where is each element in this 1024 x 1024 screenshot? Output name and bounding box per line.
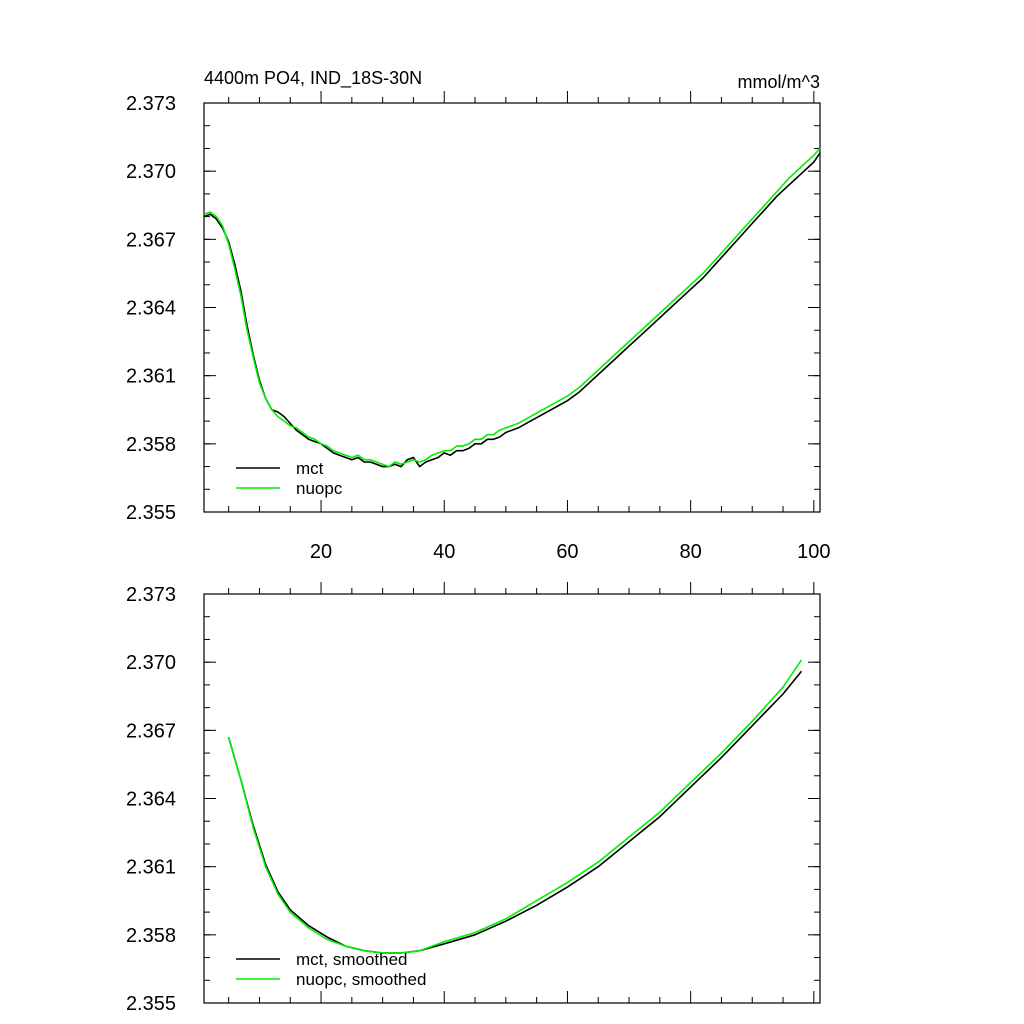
series-line-nuopc (203, 147, 821, 468)
y-tick-label: 2.364 (126, 789, 176, 811)
legend-label: nuopc, smoothed (296, 970, 426, 989)
legend-label: mct (296, 459, 324, 478)
x-tick-label: 80 (680, 541, 702, 563)
y-tick-label: 2.361 (126, 366, 176, 388)
x-tick-label: 60 (556, 541, 578, 563)
y-tick-label: 2.373 (126, 584, 176, 606)
series-line-mct-smoothed (227, 670, 803, 954)
top-panel-raw: 2.355 2.358 2.361 2.364 2.367 2.370 2.373 20 40 6… (126, 91, 831, 563)
y-tick-label: 2.367 (126, 720, 176, 742)
series-line-mct (203, 152, 821, 468)
y-tick-label: 2.358 (126, 925, 176, 947)
y-tick-label: 2.355 (126, 502, 176, 524)
y-tick-label: 2.370 (126, 652, 176, 674)
x-tick-label: 100 (797, 541, 830, 563)
bottom-panel-smoothed: 2.355 2.358 2.361 2.364 2.367 2.370 2.373 mct, … (126, 582, 821, 1015)
plot-frame (203, 102, 821, 513)
y-tick-label: 2.370 (126, 161, 176, 183)
chart-title-left: 4400m PO4, IND_18S-30N (204, 68, 422, 89)
x-tick-label: 20 (310, 541, 332, 563)
chart-title-units: mmol/m^3 (738, 72, 820, 92)
series-line-nuopc-smoothed (227, 659, 803, 954)
x-tick-label: 40 (433, 541, 455, 563)
y-tick-label: 2.373 (126, 93, 176, 115)
legend-label: nuopc (296, 479, 343, 498)
y-tick-label: 2.364 (126, 298, 176, 320)
y-tick-label: 2.367 (126, 229, 176, 251)
legend-label: mct, smoothed (296, 950, 408, 969)
y-tick-label: 2.355 (126, 993, 176, 1015)
y-tick-label: 2.361 (126, 857, 176, 879)
plot-frame (203, 593, 821, 1004)
y-tick-label: 2.358 (126, 434, 176, 456)
